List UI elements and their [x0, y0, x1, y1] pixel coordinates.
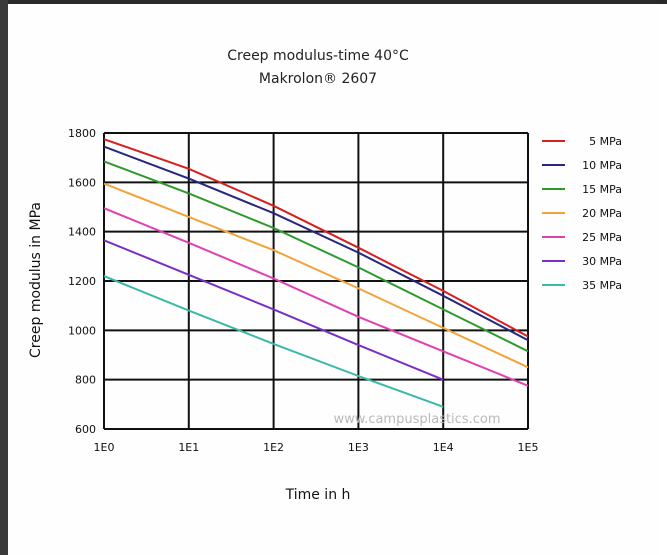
y-tick-label: 600: [75, 423, 96, 436]
x-tick-label: 1E1: [178, 441, 199, 454]
x-tick-label: 1E3: [348, 441, 369, 454]
legend-label: 5 MPa: [589, 135, 622, 148]
legend-label: 30 MPa: [582, 255, 622, 268]
series-line: [103, 182, 529, 369]
x-tick-labels: 1E0 1E1 1E2 1E3 1E4 1E5: [94, 441, 539, 454]
series-line: [103, 239, 444, 381]
legend-label: 10 MPa: [582, 159, 622, 172]
series-line: [103, 145, 529, 342]
y-axis-label: Creep modulus in MPa: [28, 202, 44, 358]
legend-label: 20 MPa: [582, 207, 622, 220]
series-line: [103, 275, 444, 408]
y-tick-label: 800: [75, 374, 96, 387]
y-tick-label: 1600: [68, 176, 96, 189]
chart-title: Creep modulus-time 40°C: [227, 48, 409, 64]
x-tick-label: 1E2: [263, 441, 284, 454]
y-tick-label: 1800: [68, 127, 96, 140]
series-line: [103, 138, 529, 338]
y-tick-label: 1000: [68, 324, 96, 337]
x-axis-label: Time in h: [285, 487, 351, 503]
x-tick-label: 1E4: [433, 441, 454, 454]
y-tick-label: 1200: [68, 275, 96, 288]
series-line: [103, 207, 529, 387]
y-tick-labels: 1800 1600 1400 1200 1000 800 600: [68, 127, 96, 436]
watermark: www.campusplastics.com: [333, 412, 500, 427]
series-line: [103, 160, 529, 353]
x-tick-label: 1E5: [518, 441, 539, 454]
legend-label: 35 MPa: [582, 279, 622, 292]
legend: 5 MPa 10 MPa 15 MPa 20 MPa 25 MPa 30 MPa 35 MP…: [542, 135, 622, 292]
grid: [103, 132, 529, 430]
x-tick-label: 1E0: [94, 441, 115, 454]
series-layer: [103, 138, 529, 408]
legend-label: 15 MPa: [582, 183, 622, 196]
y-tick-label: 1400: [68, 226, 96, 239]
legend-label: 25 MPa: [582, 231, 622, 244]
chart-subtitle: Makrolon® 2607: [259, 71, 377, 87]
